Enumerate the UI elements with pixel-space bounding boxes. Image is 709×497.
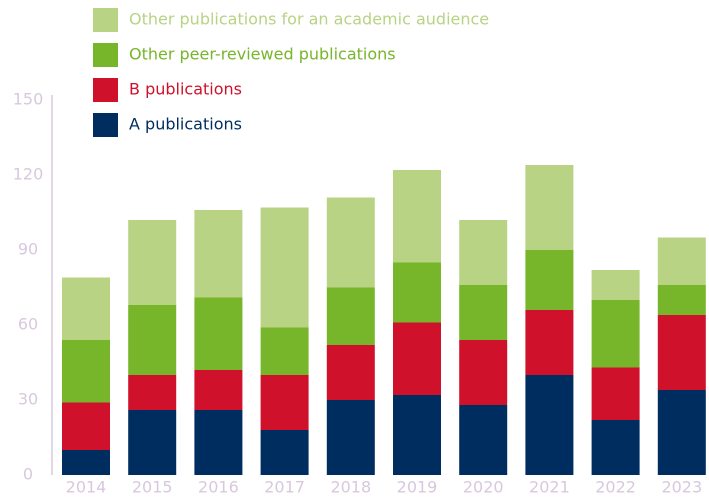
bar-segment (62, 450, 110, 475)
bar-segment (657, 390, 706, 475)
bar-segment (194, 370, 243, 410)
legend-label: Other peer-reviewed publications (129, 45, 396, 64)
bar-segment (657, 315, 706, 390)
bar-segment (326, 400, 375, 475)
bar-segment (260, 207, 309, 328)
legend-label: Other publications for an academic audie… (129, 10, 489, 29)
bar-segment (393, 322, 441, 395)
bar-segment (260, 327, 309, 375)
bar-segment (326, 197, 375, 288)
bar-segment (260, 430, 309, 475)
bar-segment (393, 262, 441, 323)
bar-segment (591, 300, 640, 368)
legend-label: A publications (129, 115, 242, 134)
bar-segment (525, 310, 574, 375)
bar-segment (194, 210, 243, 298)
x-tick-label: 2021 (529, 478, 570, 497)
bar-segment (525, 375, 574, 475)
bar-segment (393, 170, 441, 263)
bar-segment (525, 250, 574, 310)
x-tick-label: 2014 (66, 478, 107, 497)
y-tick-label: 0 (23, 465, 33, 484)
y-tick-label: 30 (18, 390, 38, 409)
y-tick-label: 150 (13, 90, 44, 109)
x-tick-label: 2022 (595, 478, 636, 497)
legend-label: B publications (129, 80, 242, 99)
x-tick-label: 2015 (132, 478, 173, 497)
bar-segment (128, 375, 177, 410)
y-tick-label: 120 (13, 165, 44, 184)
bar-segment (326, 345, 375, 400)
bar-segment (459, 285, 508, 340)
bar-segment (525, 165, 574, 250)
bar-segment (128, 305, 177, 375)
x-tick-label: 2017 (264, 478, 305, 497)
bar-segment (459, 340, 508, 405)
legend-swatch (93, 43, 118, 67)
legend-swatch (93, 78, 118, 102)
bar-segment (393, 395, 441, 475)
bar-segment (459, 405, 508, 475)
bar-segment (260, 375, 309, 430)
x-tick-label: 2018 (330, 478, 371, 497)
bar-segment (591, 367, 640, 420)
bar-segment (62, 277, 110, 340)
bar-segment (591, 420, 640, 475)
bar-segment (194, 410, 243, 475)
x-tick-label: 2020 (463, 478, 504, 497)
y-tick-label: 90 (18, 240, 38, 259)
bar-segment (657, 285, 706, 315)
legend-swatch (93, 113, 118, 137)
bar-segment (128, 220, 177, 305)
bar-segment (62, 340, 110, 403)
bar-segment (326, 287, 375, 345)
bar-segment (62, 402, 110, 450)
bar-segment (459, 220, 508, 285)
bar-segment (657, 237, 706, 285)
x-tick-label: 2016 (198, 478, 239, 497)
bar-segment (128, 410, 177, 475)
y-tick-label: 60 (18, 315, 38, 334)
legend-swatch (93, 8, 118, 32)
bar-segment (194, 297, 243, 370)
x-tick-label: 2023 (661, 478, 702, 497)
bar-segment (591, 270, 640, 300)
x-tick-label: 2019 (397, 478, 438, 497)
